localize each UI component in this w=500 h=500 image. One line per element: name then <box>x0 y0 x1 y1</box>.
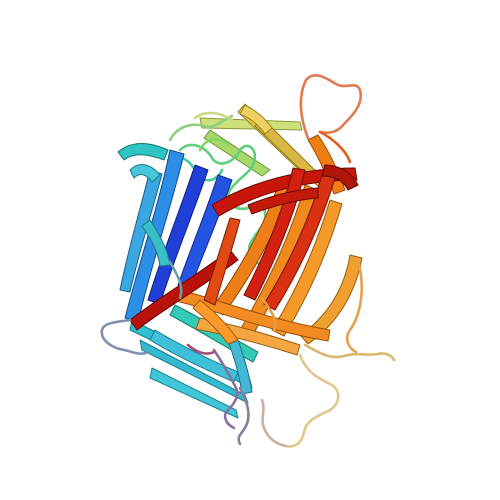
beta-strand <box>239 104 273 135</box>
bottom-loop <box>237 386 250 446</box>
front-highlights <box>192 104 273 345</box>
left-loop <box>100 318 150 355</box>
beta-strand <box>321 164 359 191</box>
right-loop <box>284 353 340 448</box>
inner-loop <box>198 137 230 152</box>
beta-strand <box>203 129 271 177</box>
right-loop <box>303 343 396 362</box>
beta-strand <box>139 339 249 404</box>
top-right-loop <box>318 130 352 164</box>
beta-strand <box>299 254 363 345</box>
inner-loop <box>260 296 277 332</box>
beta-strand <box>117 143 169 161</box>
bottom-loop <box>212 348 239 430</box>
inner-loop <box>168 260 183 300</box>
bottom-loop <box>186 343 216 355</box>
beta-strand <box>129 249 239 331</box>
front-red-strands <box>129 164 359 331</box>
loops <box>100 73 396 448</box>
beta-strand <box>247 187 319 215</box>
beta-strand <box>141 219 171 267</box>
beta-strand <box>119 169 163 293</box>
beta-strand <box>129 164 161 183</box>
right-loop <box>260 398 288 448</box>
beta-strand <box>149 367 239 419</box>
top-loop <box>193 111 234 122</box>
top-loop <box>168 114 234 142</box>
right-loop <box>345 258 364 354</box>
beta-strand <box>192 299 239 345</box>
beta-strand <box>271 199 343 337</box>
beta-strand <box>203 217 241 306</box>
top-right-loop <box>299 73 363 140</box>
